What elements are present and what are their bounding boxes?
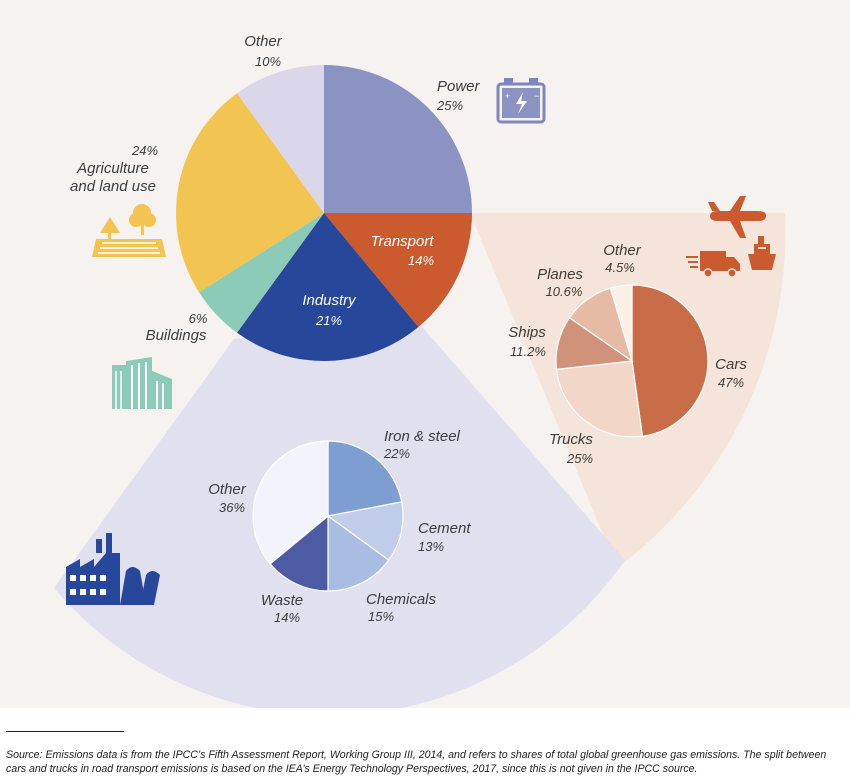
pct-transport-other: 4.5% <box>605 260 635 275</box>
pct-cement: 13% <box>418 539 444 554</box>
label-transport: Transport <box>370 233 434 250</box>
main-slice-agriculture-and-land-use <box>176 93 324 293</box>
industry-slice-iron-steel <box>327 440 403 517</box>
transport-slice-cars <box>631 284 709 437</box>
label-cement: Cement <box>418 520 471 537</box>
main-slice-transport <box>324 213 472 328</box>
label-cars: Cars <box>715 356 747 373</box>
label-power: Power <box>437 78 481 95</box>
label-industry: Industry <box>302 292 357 309</box>
battery-icon: + − <box>496 78 546 124</box>
industry-slice-chemicals <box>327 514 390 592</box>
pct-power: 25% <box>436 98 463 113</box>
factory-icon <box>66 533 160 605</box>
label-industry-other: Other <box>208 481 247 498</box>
pct-ships: 11.2% <box>510 344 546 359</box>
main-pie <box>176 65 472 361</box>
pct-trucks: 25% <box>566 451 593 466</box>
label-waste: Waste <box>261 592 303 609</box>
industry-slice-cement <box>326 501 404 561</box>
pct-transport: 14% <box>408 253 434 268</box>
industry-pie <box>252 440 404 592</box>
label-ships: Ships <box>508 324 546 341</box>
main-slice-other <box>237 65 324 213</box>
main-slice-buildings <box>199 213 324 333</box>
transport-pie <box>555 284 709 438</box>
main-slice-power <box>324 65 472 213</box>
pct-buildings: 6% <box>189 311 208 326</box>
industry-slice-other <box>252 440 329 565</box>
label-transport-other: Other <box>603 242 642 259</box>
pct-cars: 47% <box>718 375 744 390</box>
svg-text:−: − <box>534 91 539 101</box>
pct-planes: 10.6% <box>546 284 583 299</box>
label-agriculture-1: Agriculture <box>76 160 149 177</box>
source-note: Source: Emissions data is from the IPCC’… <box>6 749 827 775</box>
truck-icon <box>686 251 740 278</box>
pct-industry-other: 36% <box>219 500 245 515</box>
label-agriculture-2: and land use <box>70 178 156 195</box>
pct-agriculture: 24% <box>131 143 158 158</box>
label-trucks: Trucks <box>549 431 593 448</box>
pct-other-main: 10% <box>255 54 281 69</box>
pct-industry: 21% <box>315 313 342 328</box>
main-slice-industry <box>237 213 419 361</box>
label-planes: Planes <box>537 266 583 283</box>
plane-icon <box>708 196 766 238</box>
label-other-main: Other <box>244 33 283 50</box>
farm-icon <box>92 204 166 257</box>
industry-slice-waste <box>269 514 329 592</box>
emissions-chart: Other 10% Power 25% 24% Agriculture and … <box>54 33 786 708</box>
svg-text:+: + <box>505 91 510 101</box>
ship-icon <box>748 236 776 270</box>
pct-iron-steel: 22% <box>383 446 410 461</box>
footnote-rule <box>6 731 124 732</box>
label-buildings: Buildings <box>146 327 207 344</box>
pct-waste: 14% <box>274 610 300 625</box>
building-icon <box>112 357 172 409</box>
transport-slice-trucks <box>555 360 644 438</box>
label-iron-steel: Iron & steel <box>384 428 461 445</box>
label-chemicals: Chemicals <box>366 591 437 608</box>
transport-slice-other <box>609 284 633 362</box>
pct-chemicals: 15% <box>368 609 394 624</box>
